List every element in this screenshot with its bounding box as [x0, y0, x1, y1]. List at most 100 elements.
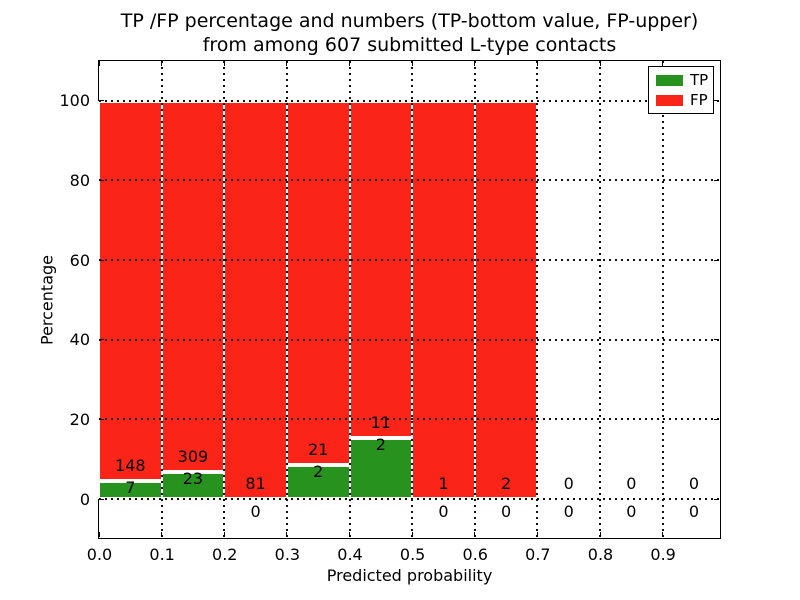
- bar-segment-fp: [473, 100, 539, 500]
- annotation-fp-count: 2: [500, 474, 512, 494]
- annotation-tp-count: 0: [250, 502, 261, 522]
- x-tick-label: 0.3: [274, 545, 301, 564]
- chart-title: TP /FP percentage and numbers (TP-bottom…: [98, 9, 721, 57]
- y-tick-mark: [99, 339, 104, 341]
- annotation-fp-count: 148: [115, 456, 146, 476]
- annotation-fp-count: 21: [308, 439, 329, 459]
- y-tick-mark: [99, 259, 104, 261]
- x-tick-mark: [474, 61, 476, 66]
- y-tick-mark: [99, 418, 104, 420]
- annotation-tp-count: 2: [313, 461, 324, 481]
- annotation-fp-count: 0: [626, 474, 637, 494]
- annotation-tp-count: 0: [688, 502, 700, 522]
- x-tick-label: 0.1: [149, 545, 175, 564]
- legend-swatch-tp: [656, 74, 683, 86]
- x-tick-label: 0.8: [587, 545, 614, 564]
- y-tick-label: 80: [69, 170, 90, 190]
- y-tick-label: 100: [59, 91, 90, 111]
- gridline-vertical: [348, 61, 351, 538]
- y-tick-mark: [714, 498, 719, 500]
- x-tick-mark: [536, 532, 538, 537]
- gridline-horizontal: [99, 99, 720, 102]
- gridline-horizontal: [99, 338, 720, 341]
- y-tick-label: 40: [69, 330, 90, 350]
- x-tick-label: 0.7: [525, 545, 551, 564]
- x-tick-label: 0.4: [337, 545, 363, 564]
- annotation-tp-count: 0: [563, 502, 574, 522]
- gridline-vertical: [223, 61, 226, 538]
- x-tick-mark: [349, 532, 350, 537]
- y-tick-label: 60: [69, 250, 90, 270]
- x-tick-mark: [98, 61, 100, 66]
- bar-segment-fp: [285, 100, 351, 465]
- legend: TP FP: [648, 66, 714, 114]
- x-tick-mark: [161, 532, 163, 537]
- y-tick-mark: [714, 339, 719, 341]
- legend-row: FP: [656, 90, 708, 109]
- legend-label-fp: FP: [690, 90, 708, 109]
- x-tick-mark: [474, 532, 476, 537]
- gridline-horizontal: [99, 179, 720, 182]
- x-tick-mark: [286, 61, 288, 66]
- annotation-fp-count: 0: [563, 474, 574, 494]
- gridline-vertical: [661, 61, 664, 538]
- annotation-tp-count: 0: [438, 502, 449, 522]
- x-tick-mark: [411, 532, 413, 537]
- x-tick-mark: [599, 61, 601, 66]
- bar-segment-fp: [348, 100, 414, 438]
- x-axis-label: Predicted probability: [326, 566, 493, 585]
- y-tick-mark: [99, 100, 104, 102]
- y-tick-mark: [99, 179, 104, 181]
- x-tick-label: 0.5: [399, 545, 426, 564]
- annotation-tp-count: 0: [626, 502, 637, 522]
- gridline-vertical: [411, 61, 414, 538]
- legend-swatch-fp: [656, 94, 683, 106]
- annotation-fp-count: 81: [245, 474, 266, 494]
- annotation-tp-count: 7: [125, 478, 136, 498]
- x-tick-label: 0.9: [650, 545, 676, 564]
- x-tick-mark: [223, 61, 225, 66]
- x-tick-mark: [349, 61, 350, 66]
- gridline-horizontal: [99, 259, 720, 262]
- annotation-fp-count: 1: [438, 474, 449, 494]
- bar-segment-tp: [285, 464, 351, 500]
- x-tick-mark: [411, 61, 413, 66]
- y-tick-mark: [714, 259, 719, 261]
- x-tick-label: 0.6: [462, 545, 488, 564]
- y-tick-mark: [714, 100, 719, 102]
- gridline-vertical: [473, 61, 476, 538]
- y-tick-mark: [714, 418, 719, 420]
- bar-segment-fp: [223, 100, 288, 500]
- bar-segment-fp: [411, 100, 476, 500]
- x-tick-mark: [223, 532, 225, 537]
- annotation-tp-count: 23: [182, 468, 204, 488]
- x-tick-mark: [286, 532, 288, 537]
- y-tick-mark: [99, 498, 104, 500]
- x-tick-mark: [161, 61, 163, 66]
- bar-segment-tp: [348, 437, 414, 500]
- gridline-vertical: [285, 61, 288, 538]
- chart-title-line1: TP /FP percentage and numbers (TP-bottom…: [120, 10, 699, 32]
- legend-row: TP: [656, 70, 709, 89]
- x-tick-label: 0.2: [212, 545, 238, 564]
- y-tick-label: 20: [69, 409, 90, 429]
- y-tick-label: 0: [79, 489, 90, 509]
- x-tick-mark: [536, 61, 538, 66]
- gridline-vertical: [160, 61, 163, 538]
- x-tick-mark: [662, 61, 664, 66]
- gridline-horizontal: [99, 418, 720, 421]
- x-tick-mark: [98, 532, 100, 537]
- x-tick-mark: [662, 532, 664, 537]
- legend-label-tp: TP: [690, 70, 709, 89]
- bar-segment-tp: [160, 471, 226, 500]
- annotation-tp-count: 2: [375, 434, 386, 454]
- gridline-horizontal: [99, 498, 720, 501]
- gridline-vertical: [536, 61, 539, 538]
- chart-title-line2: from among 607 submitted L-type contacts: [202, 34, 617, 56]
- annotation-fp-count: 309: [177, 446, 209, 466]
- plot-area: 148 7 309 23 81 0 21 2 11 2 1 0 2 0 0 0 0 0 0 0: [98, 60, 721, 539]
- bar-segment-fp: [160, 100, 226, 472]
- annotation-fp-count: 11: [370, 412, 391, 432]
- x-tick-mark: [599, 532, 601, 537]
